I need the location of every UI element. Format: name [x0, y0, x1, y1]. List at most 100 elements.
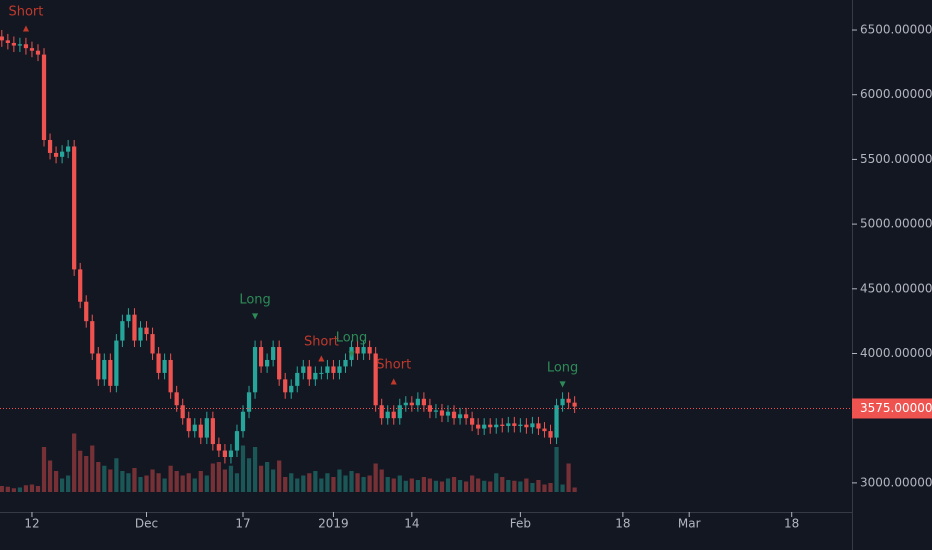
- candle-body: [355, 347, 360, 354]
- volume-bar: [506, 480, 511, 492]
- volume-bar: [17, 487, 23, 492]
- volume-bar: [186, 473, 191, 492]
- candle-body: [548, 431, 553, 438]
- volume-bar: [415, 480, 420, 492]
- candle-body: [476, 424, 481, 429]
- volume-bar: [240, 445, 246, 492]
- volume-bar: [53, 471, 59, 492]
- candle-body: [325, 366, 330, 373]
- x-tick-label: Feb: [510, 517, 531, 531]
- volume-bar: [403, 480, 408, 492]
- candle-body: [337, 366, 342, 373]
- volume-bar: [5, 486, 10, 492]
- signal-label: Long: [336, 330, 367, 345]
- volume-bar: [337, 469, 342, 492]
- signal-arrow: ▼: [559, 379, 566, 388]
- volume-bar: [295, 478, 300, 492]
- volume-bar: [343, 475, 348, 492]
- candle-body: [222, 450, 228, 458]
- last-price-label: 3575.00000000: [860, 401, 932, 415]
- volume-bar: [41, 447, 47, 492]
- candle-body: [277, 347, 282, 380]
- signal-label: Short: [376, 358, 411, 373]
- candle-body: [17, 44, 23, 46]
- candle-body: [168, 359, 173, 393]
- candle-body: [41, 54, 47, 141]
- volume-bar: [421, 477, 426, 492]
- volume-bar: [530, 483, 535, 492]
- candle-body: [35, 50, 41, 55]
- candle-body: [138, 327, 143, 341]
- volume-bar: [114, 458, 119, 492]
- candle-body: [126, 314, 131, 322]
- y-tick-label: 3000.00000000: [860, 475, 932, 489]
- volume-bar: [566, 463, 571, 492]
- candle-body: [379, 405, 384, 419]
- candle-body: [47, 140, 53, 153]
- volume-bar: [445, 478, 451, 492]
- signal-arrow: ▼: [252, 312, 259, 321]
- volume-bar: [397, 475, 402, 492]
- volume-bar: [409, 478, 414, 492]
- candle-body: [518, 424, 523, 426]
- volume-bar: [0, 486, 4, 492]
- volume-bar: [319, 478, 324, 492]
- candle-body: [343, 359, 348, 367]
- volume-bar: [367, 475, 372, 492]
- last-price-box: [852, 398, 932, 419]
- volume-bar: [180, 475, 185, 492]
- candle-body: [457, 414, 463, 419]
- candle-body: [367, 347, 372, 354]
- candle-body: [319, 372, 324, 374]
- candle-body: [403, 402, 408, 406]
- y-tick-label: 5500.00000000: [860, 152, 932, 166]
- candle-body: [349, 347, 354, 360]
- candle-body: [536, 423, 541, 429]
- candle-body: [572, 402, 577, 407]
- signal-arrow: ▲: [391, 377, 398, 386]
- volume-bar: [494, 473, 499, 492]
- volume-bar: [524, 478, 529, 492]
- volume-bar: [391, 478, 396, 492]
- candle-body: [554, 405, 559, 438]
- candle-body: [156, 353, 161, 373]
- volume-bar: [228, 465, 234, 492]
- volume-bar: [355, 473, 360, 492]
- candle-body: [84, 301, 89, 322]
- candle-body: [59, 151, 65, 157]
- volume-bar: [84, 456, 89, 492]
- candle-body: [228, 450, 234, 458]
- volume-bar: [11, 488, 16, 492]
- volume-bar: [216, 462, 221, 492]
- volume-bar: [536, 480, 541, 492]
- candle-body: [271, 347, 276, 360]
- candle-body: [439, 410, 445, 416]
- volume-bar: [90, 445, 95, 492]
- volume-bar: [144, 475, 149, 492]
- candle-body: [331, 366, 336, 373]
- y-tick-label: 6500.00000000: [860, 23, 932, 37]
- y-tick-label: 5000.00000000: [860, 217, 932, 231]
- signal-label: Short: [8, 4, 43, 19]
- x-tick-label: Mar: [678, 517, 701, 531]
- candle-body: [234, 431, 240, 451]
- volume-bar: [379, 469, 384, 492]
- volume-bar: [35, 486, 41, 492]
- x-tick-label: 14: [404, 517, 419, 531]
- candle-body: [482, 424, 487, 429]
- volume-bar: [78, 450, 83, 492]
- candle-body: [114, 340, 119, 386]
- candle-body: [500, 424, 505, 426]
- candle-body: [488, 424, 493, 428]
- candle-body: [78, 269, 83, 302]
- volume-bar: [277, 460, 282, 492]
- volume-bar: [349, 471, 354, 492]
- volume-bar: [313, 471, 318, 492]
- candle-body: [96, 353, 101, 380]
- volume-bar: [234, 473, 240, 492]
- candle-body: [11, 42, 16, 46]
- candle-body: [566, 398, 571, 403]
- volume-bar: [47, 460, 53, 492]
